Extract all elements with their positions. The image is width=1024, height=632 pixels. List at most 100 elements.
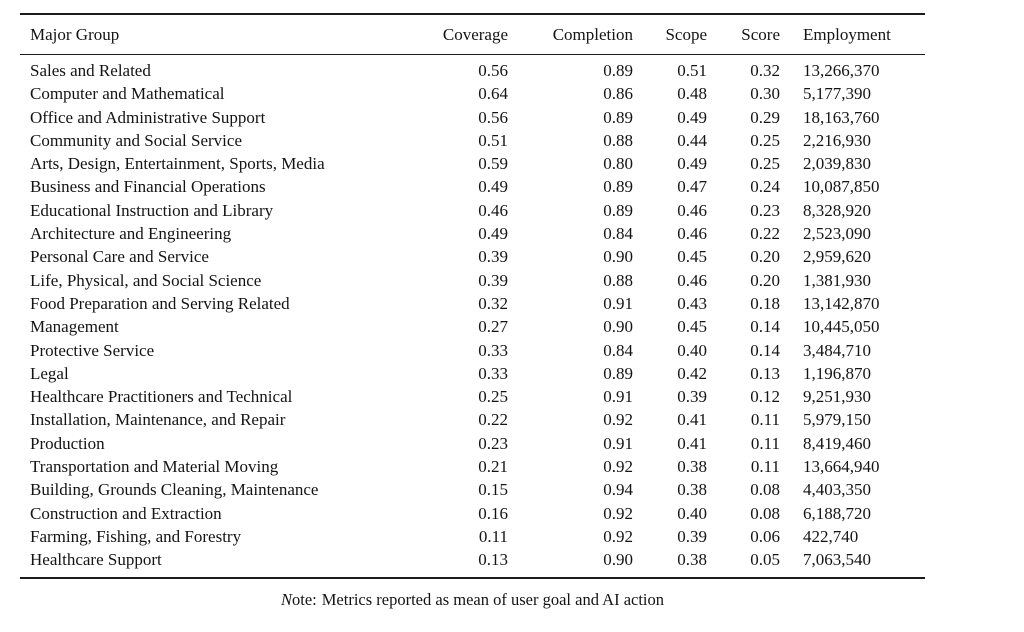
cell-scope: 0.46 [677, 270, 707, 290]
table-row: Community and Social Service 0.51 0.88 0.44… [20, 129, 925, 152]
cell-scope: 0.38 [633, 548, 707, 579]
cell-scope: 0.38 [677, 457, 707, 477]
cell-coverage: 0.22 [478, 410, 508, 430]
cell-coverage: 0.49 [478, 177, 508, 197]
table-row: Management 0.27 0.90 0.45 0.14 10,445,050 [20, 315, 925, 338]
cell-scope: 0.47 [677, 177, 707, 197]
cell-employment: 6,188,720 [803, 503, 871, 523]
cell-employment: 8,328,920 [803, 200, 871, 220]
table-row: Transportation and Material Moving 0.21 0.… [20, 455, 925, 478]
cell-major-group: Farming, Fishing, and Forestry [30, 526, 242, 546]
cell-completion: 0.92 [603, 526, 633, 546]
cell-score: 0.20 [750, 270, 780, 290]
table-row: Life, Physical, and Social Science 0.39 0.… [20, 269, 925, 292]
cell-employment: 2,959,620 [803, 247, 871, 267]
cell-scope: 0.49 [677, 154, 707, 174]
cell-coverage: 0.27 [478, 317, 508, 337]
cell-completion: 0.84 [603, 224, 633, 244]
cell-score: 0.11 [750, 410, 780, 430]
cell-employment: 3,484,710 [803, 340, 871, 360]
cell-coverage: 0.39 [478, 247, 508, 267]
cell-major-group: Personal Care and Service [30, 247, 209, 267]
cell-score: 0.18 [750, 293, 780, 313]
cell-completion: 0.86 [603, 84, 633, 104]
note-label-rest: ote: [292, 589, 317, 609]
cell-employment: 5,177,390 [803, 84, 871, 104]
col-header-completion: Completion [508, 13, 633, 55]
cell-score: 0.08 [750, 480, 780, 500]
cell-completion: 0.89 [603, 363, 633, 383]
col-header-employment: Employment [780, 13, 925, 55]
table-row: Farming, Fishing, and Forestry 0.11 0.92 0.… [20, 525, 925, 548]
cell-scope: 0.40 [677, 340, 707, 360]
cell-score: 0.11 [750, 433, 780, 453]
table-row: Construction and Extraction 0.16 0.92 0.40 0… [20, 502, 925, 525]
cell-major-group: Sales and Related [30, 61, 151, 80]
cell-scope: 0.43 [677, 293, 707, 313]
cell-score: 0.12 [750, 387, 780, 407]
cell-employment: 8,419,460 [803, 433, 871, 453]
cell-major-group: Production [30, 433, 105, 453]
table-row: Business and Financial Operations 0.49 0.8… [20, 175, 925, 198]
cell-major-group: Healthcare Practitioners and Technical [30, 387, 293, 407]
cell-employment: 10,087,850 [803, 177, 880, 197]
table-row: Legal 0.33 0.89 0.42 0.13 1,196,870 [20, 362, 925, 385]
cell-employment: 9,251,930 [803, 387, 871, 407]
cell-major-group: Management [30, 317, 119, 337]
header-row: Major Group Coverage Completion Scope Sc… [20, 13, 925, 55]
cell-employment: 1,381,930 [803, 270, 871, 290]
table-row: Office and Administrative Support 0.56 0.8… [20, 106, 925, 129]
cell-major-group: Office and Administrative Support [30, 107, 266, 127]
cell-score: 0.25 [750, 130, 780, 150]
table-row: Sales and Related 0.56 0.89 0.51 0.32 13,266,… [20, 55, 925, 83]
table-note: Note: Metrics reported as mean of user go… [20, 590, 925, 610]
cell-major-group: Legal [30, 363, 69, 383]
cell-score: 0.08 [750, 503, 780, 523]
cell-major-group: Food Preparation and Serving Related [30, 293, 290, 313]
cell-major-group: Educational Instruction and Library [30, 200, 274, 220]
cell-employment: 1,196,870 [803, 363, 871, 383]
major-group-metrics-table: Major Group Coverage Completion Scope Sc… [20, 13, 925, 579]
cell-completion: 0.90 [603, 247, 633, 267]
cell-employment: 2,039,830 [803, 154, 871, 174]
cell-scope: 0.38 [677, 480, 707, 500]
cell-scope: 0.51 [677, 61, 707, 80]
table-row: Arts, Design, Entertainment, Sports, Med… [20, 152, 925, 175]
cell-completion: 0.91 [603, 387, 633, 407]
cell-coverage: 0.25 [478, 387, 508, 407]
cell-employment: 13,142,870 [803, 293, 880, 313]
cell-completion: 0.80 [603, 154, 633, 174]
col-header-major-group: Major Group [20, 13, 420, 55]
cell-scope: 0.46 [677, 200, 707, 220]
cell-major-group: Protective Service [30, 340, 155, 360]
cell-completion: 0.91 [603, 433, 633, 453]
cell-score: 0.32 [750, 61, 780, 80]
cell-coverage: 0.56 [478, 107, 508, 127]
cell-coverage: 0.49 [478, 224, 508, 244]
cell-employment: 13,266,370 [803, 61, 880, 80]
cell-major-group: Installation, Maintenance, and Repair [30, 410, 286, 430]
cell-completion: 0.89 [603, 177, 633, 197]
table-row: Architecture and Engineering 0.49 0.84 0.46… [20, 222, 925, 245]
cell-coverage: 0.16 [478, 503, 508, 523]
table-row: Food Preparation and Serving Related 0.32… [20, 292, 925, 315]
cell-major-group: Computer and Mathematical [30, 84, 225, 104]
cell-coverage: 0.13 [420, 548, 508, 579]
cell-coverage: 0.15 [478, 480, 508, 500]
cell-score: 0.06 [750, 526, 780, 546]
cell-score: 0.24 [750, 177, 780, 197]
cell-score: 0.14 [750, 317, 780, 337]
cell-score: 0.13 [750, 363, 780, 383]
cell-scope: 0.39 [677, 526, 707, 546]
cell-coverage: 0.59 [478, 154, 508, 174]
cell-employment: 13,664,940 [803, 457, 880, 477]
table-row: Personal Care and Service 0.39 0.90 0.45 0.2… [20, 245, 925, 268]
cell-score: 0.25 [750, 154, 780, 174]
cell-completion: 0.84 [603, 340, 633, 360]
table-row: Educational Instruction and Library 0.46 0… [20, 199, 925, 222]
cell-major-group: Healthcare Support [20, 548, 420, 579]
note-text: Metrics reported as mean of user goal an… [321, 589, 665, 609]
cell-completion: 0.92 [603, 410, 633, 430]
cell-coverage: 0.39 [478, 270, 508, 290]
cell-employment: 10,445,050 [803, 317, 880, 337]
